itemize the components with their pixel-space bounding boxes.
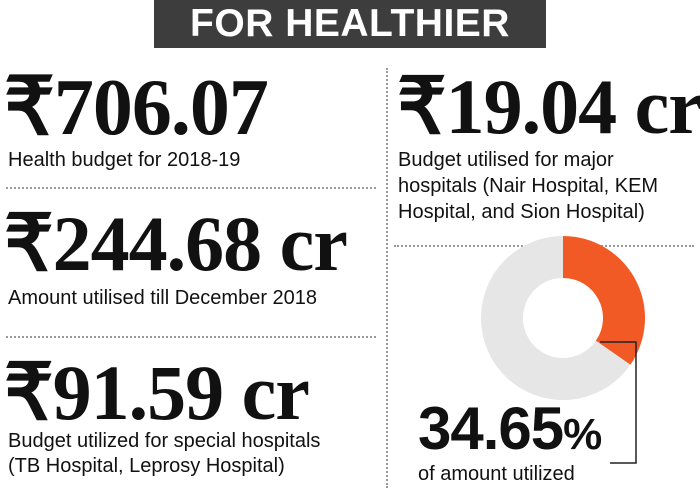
page-title: FOR HEALTHIER CITY xyxy=(154,0,546,93)
special-hospitals-label-line1: Budget utilized for special hospitals xyxy=(8,430,321,452)
health-budget-value: ₹706.07 xyxy=(4,64,269,152)
major-hospitals-value: ₹19.04 cr xyxy=(397,63,700,150)
percent-readout: 34.65% xyxy=(418,394,602,463)
special-hospitals-label-line2: (TB Hospital, Leprosy Hospital) xyxy=(8,455,285,477)
callout-line xyxy=(600,341,637,464)
column-divider xyxy=(386,68,388,488)
divider xyxy=(6,336,376,338)
major-hospitals-label-line2: hospitals (Nair Hospital, KEM xyxy=(398,175,659,197)
divider xyxy=(6,187,376,189)
health-budget-label: Health budget for 2018-19 xyxy=(8,149,241,171)
amount-utilised-label: Amount utilised till December 2018 xyxy=(8,287,318,309)
divider xyxy=(394,245,694,247)
percent-value: 34.65 xyxy=(418,395,564,462)
amount-utilised-value: ₹244.68 cr xyxy=(4,200,348,287)
donut-slice-utilized xyxy=(563,236,645,365)
percent-sign: % xyxy=(563,410,602,459)
major-hospitals-label-line1: Budget utilised for major xyxy=(398,149,614,171)
donut-slice-remaining xyxy=(480,236,631,401)
percent-caption: of amount utilized xyxy=(418,463,575,485)
major-hospitals-label-line3: Hospital, and Sion Hospital) xyxy=(398,201,645,223)
special-hospitals-value: ₹91.59 cr xyxy=(4,349,310,436)
